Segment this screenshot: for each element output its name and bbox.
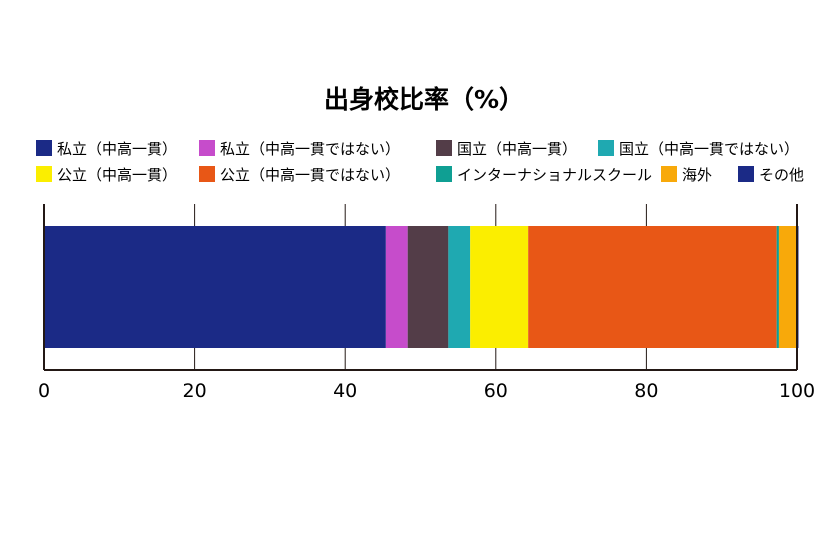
x-tick-label: 80 [634,380,658,402]
x-tick-label: 0 [38,380,50,402]
bar-segment [407,226,449,348]
x-tick-label: 100 [779,380,815,402]
legend-label: インターナショナルスクール [457,166,652,184]
bar-segment [385,226,408,348]
legend-swatch [738,166,754,182]
legend-swatch [661,166,677,182]
stacked-bar [44,226,799,348]
bar-segment [778,226,797,348]
legend-label: 公立（中高一貫） [57,166,177,184]
legend-item: 国立（中高一貫） [436,140,577,158]
legend-label: 海外 [682,166,712,184]
legend-item: 私立（中高一貫ではない） [199,140,400,158]
tick-labels: 0 20 40 60 80 100 [38,380,815,402]
bar-segment [470,226,529,348]
x-tick-label: 60 [484,380,508,402]
legend-item: 国立（中高一貫ではない） [598,140,799,158]
bar-segment [528,226,777,348]
x-tick-label: 40 [333,380,357,402]
legend-swatch [36,166,52,182]
legend-label: 国立（中高一貫ではない） [619,140,799,158]
legend-swatch [598,140,614,156]
legend: 私立（中高一貫） 私立（中高一貫ではない） 国立（中高一貫） 国立（中高一貫ではない）… [36,140,804,184]
legend-swatch [436,166,452,182]
chart-title: 出身校比率（%） [324,85,524,114]
legend-item: 公立（中高一貫ではない） [199,166,400,184]
legend-item: インターナショナルスクール [436,166,652,184]
legend-item: 海外 [661,166,712,184]
legend-item: 私立（中高一貫） [36,140,177,158]
x-tick-label: 20 [183,380,207,402]
legend-swatch [436,140,452,156]
legend-label: 私立（中高一貫ではない） [220,140,400,158]
legend-item: 公立（中高一貫） [36,166,177,184]
legend-swatch [36,140,52,156]
legend-swatch [199,140,215,156]
legend-label: その他 [759,166,804,184]
bar-segment [776,226,779,348]
legend-swatch [199,166,215,182]
bar-segment [44,226,386,348]
legend-item: その他 [738,166,804,184]
legend-label: 公立（中高一貫ではない） [220,166,400,184]
bar-segment [448,226,471,348]
legend-label: 私立（中高一貫） [57,140,177,158]
legend-label: 国立（中高一貫） [457,140,577,158]
axes [43,204,798,371]
